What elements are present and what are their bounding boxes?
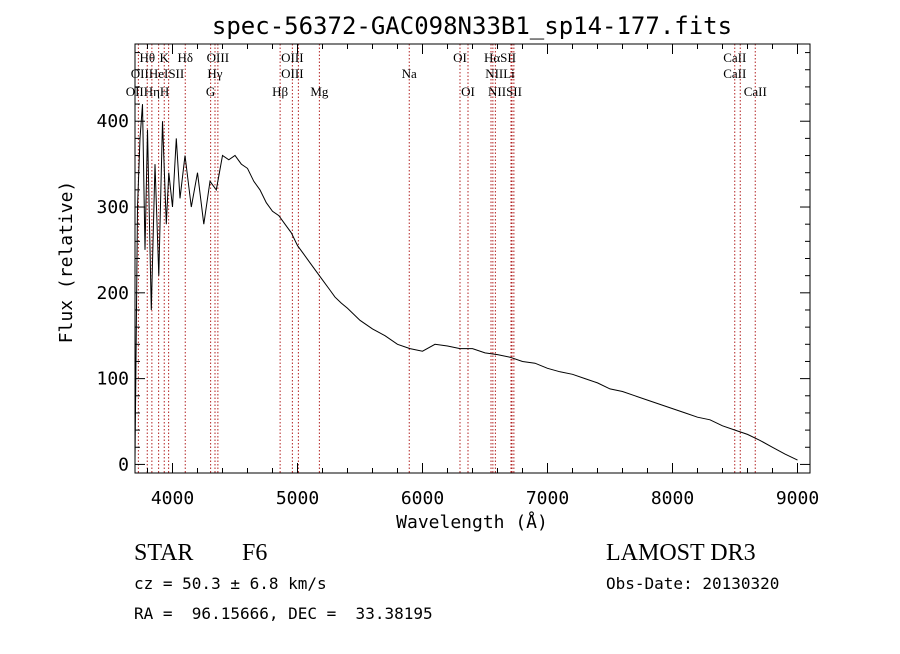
x-tick-label: 5000 xyxy=(276,488,319,509)
x-tick-label: 9000 xyxy=(776,488,819,509)
y-tick-label: 200 xyxy=(96,283,129,304)
line-label: K xyxy=(160,50,170,65)
line-label: Hδ xyxy=(177,50,193,65)
line-label: OIIHηH xyxy=(126,84,170,99)
coordinates: RA = 96.15666, DEC = 33.38195 xyxy=(134,604,433,623)
line-markers xyxy=(137,44,756,473)
x-tick-label: 6000 xyxy=(401,488,444,509)
line-label: OI xyxy=(461,84,475,99)
line-label: NIILi xyxy=(485,66,515,81)
plot-frame xyxy=(134,43,811,474)
y-axis-label: Flux (relative) xyxy=(56,181,77,344)
line-label: Mg xyxy=(310,84,329,99)
x-tick-label: 7000 xyxy=(526,488,569,509)
observation-date: Obs-Date: 20130320 xyxy=(606,574,780,593)
line-label: CaII xyxy=(723,50,746,65)
line-label: Hβ xyxy=(272,84,288,99)
line-label: OIII xyxy=(281,50,303,65)
x-axis-ticks: 4000 5000 6000 7000 8000 9000 xyxy=(147,44,819,509)
line-label: Hγ xyxy=(207,66,222,81)
y-axis-ticks: 0 100 200 300 400 xyxy=(96,52,810,475)
redshift-cz: cz = 50.3 ± 6.8 km/s xyxy=(134,574,327,593)
y-tick-label: 0 xyxy=(118,454,129,475)
chart-title: spec-56372-GAC098N33B1_sp14-177.fits xyxy=(212,12,732,40)
line-label: CaII xyxy=(744,84,767,99)
spectrum-line xyxy=(134,104,798,461)
line-label: G xyxy=(206,84,215,99)
y-tick-label: 400 xyxy=(96,111,129,132)
y-tick-label: 300 xyxy=(96,197,129,218)
line-label: OIIHeISII xyxy=(131,66,184,81)
x-tick-label: 8000 xyxy=(651,488,694,509)
y-tick-label: 100 xyxy=(96,369,129,390)
line-label: HαSII xyxy=(484,50,516,65)
line-label: OIII xyxy=(207,50,229,65)
line-label: OIII xyxy=(281,66,303,81)
survey-name: LAMOST DR3 xyxy=(606,540,756,566)
line-label: Na xyxy=(402,66,417,81)
x-tick-label: 4000 xyxy=(151,488,194,509)
x-axis-label: Wavelength (Å) xyxy=(396,511,548,533)
object-subclass: F6 xyxy=(242,540,268,566)
line-label: CaII xyxy=(723,66,746,81)
line-label: NIISII xyxy=(488,84,522,99)
line-label: OI xyxy=(453,50,467,65)
object-class: STAR xyxy=(134,540,194,566)
line-label: Hθ xyxy=(139,50,155,65)
